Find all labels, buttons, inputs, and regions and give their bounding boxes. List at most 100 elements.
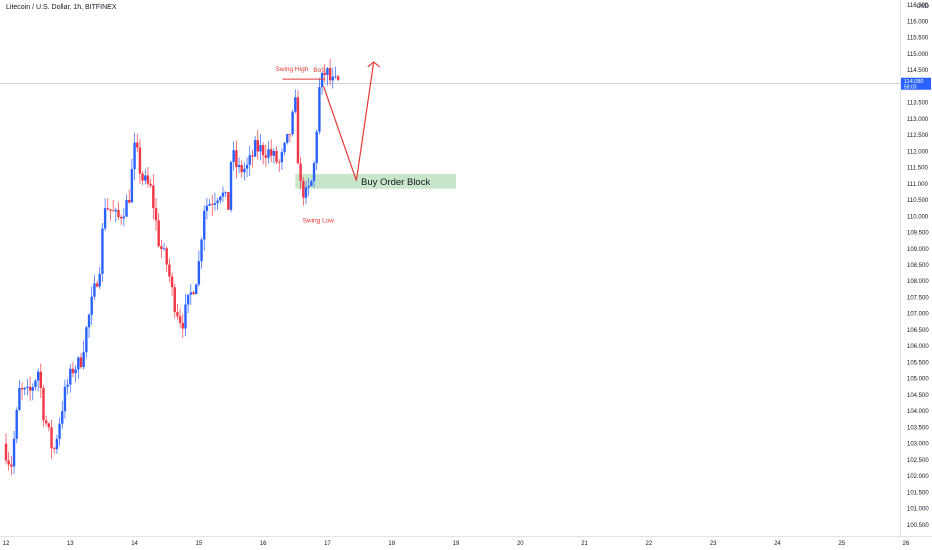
candle-body[interactable] xyxy=(119,217,123,219)
candle-body[interactable] xyxy=(18,387,21,410)
candle-body[interactable] xyxy=(243,168,246,173)
candle-body[interactable] xyxy=(331,76,334,81)
candle-body[interactable] xyxy=(251,155,254,157)
candle-body[interactable] xyxy=(98,273,101,287)
candle-body[interactable] xyxy=(165,248,168,265)
candle-body[interactable] xyxy=(286,134,289,143)
candle-body[interactable] xyxy=(248,155,251,165)
candle-body[interactable] xyxy=(235,150,238,168)
candle-body[interactable] xyxy=(42,388,45,421)
candle-body[interactable] xyxy=(264,155,268,158)
candle-body[interactable] xyxy=(109,209,112,211)
candle-body[interactable] xyxy=(128,200,131,203)
candle-body[interactable] xyxy=(320,72,324,88)
candle-body[interactable] xyxy=(79,357,83,368)
candle-body[interactable] xyxy=(272,151,276,156)
candle-body[interactable] xyxy=(307,185,310,188)
candle-body[interactable] xyxy=(194,284,198,295)
candle-body[interactable] xyxy=(125,200,128,217)
candle-body[interactable] xyxy=(138,147,142,174)
candle-body[interactable] xyxy=(23,387,26,390)
candle-body[interactable] xyxy=(229,162,233,210)
candle-body[interactable] xyxy=(82,352,85,368)
order-block-zone[interactable] xyxy=(295,174,456,189)
candle-body[interactable] xyxy=(133,142,136,170)
candle-body[interactable] xyxy=(173,287,176,313)
candle-body[interactable] xyxy=(203,210,206,240)
candle-body[interactable] xyxy=(69,368,72,385)
candle-body[interactable] xyxy=(237,165,241,168)
candle-body[interactable] xyxy=(232,150,235,163)
candle-body[interactable] xyxy=(310,181,313,186)
candle-body[interactable] xyxy=(334,76,337,78)
candle-body[interactable] xyxy=(299,163,302,181)
candle-body[interactable] xyxy=(15,409,18,439)
candle-body[interactable] xyxy=(103,208,107,229)
candle-body[interactable] xyxy=(90,296,93,315)
candle-body[interactable] xyxy=(259,145,262,152)
candle-body[interactable] xyxy=(315,131,318,164)
candle-body[interactable] xyxy=(111,210,115,212)
candle-body[interactable] xyxy=(28,386,32,391)
candle-body[interactable] xyxy=(208,203,211,206)
candle-body[interactable] xyxy=(26,386,29,388)
candle-body[interactable] xyxy=(275,151,278,162)
candle-body[interactable] xyxy=(47,423,51,428)
candle-body[interactable] xyxy=(269,149,273,156)
candle-body[interactable] xyxy=(36,371,40,381)
candle-body[interactable] xyxy=(189,292,193,295)
candle-body[interactable] xyxy=(162,248,166,250)
candle-body[interactable] xyxy=(283,142,286,153)
candle-body[interactable] xyxy=(312,163,316,182)
candle-body[interactable] xyxy=(296,97,300,164)
candle-body[interactable] xyxy=(304,187,308,198)
candle-body[interactable] xyxy=(318,87,321,132)
candle-body[interactable] xyxy=(4,443,8,461)
candle-body[interactable] xyxy=(77,357,80,370)
candle-body[interactable] xyxy=(136,142,139,148)
candle-body[interactable] xyxy=(291,111,294,135)
candle-body[interactable] xyxy=(122,216,126,219)
candle-body[interactable] xyxy=(267,149,270,158)
candle-body[interactable] xyxy=(39,371,43,389)
candle-body[interactable] xyxy=(55,438,59,450)
candle-body[interactable] xyxy=(101,228,104,274)
candle-body[interactable] xyxy=(149,183,152,186)
candle-body[interactable] xyxy=(7,460,10,465)
candle-body[interactable] xyxy=(211,203,214,205)
candle-body[interactable] xyxy=(20,387,24,390)
candle-body[interactable] xyxy=(152,185,155,209)
candle-body[interactable] xyxy=(280,152,284,163)
candle-body[interactable] xyxy=(176,312,179,317)
candle-body[interactable] xyxy=(186,294,190,305)
candle-body[interactable] xyxy=(168,264,171,277)
candle-body[interactable] xyxy=(74,369,77,374)
candle-body[interactable] xyxy=(63,386,67,412)
candle-body[interactable] xyxy=(34,380,37,388)
candle-body[interactable] xyxy=(130,169,134,203)
candle-body[interactable] xyxy=(106,208,109,210)
candle-body[interactable] xyxy=(261,145,265,156)
candle-body[interactable] xyxy=(240,165,243,173)
candle-body[interactable] xyxy=(294,97,297,112)
candle-body[interactable] xyxy=(256,140,259,152)
candle-body[interactable] xyxy=(50,427,53,449)
candle-body[interactable] xyxy=(328,68,332,81)
candle-body[interactable] xyxy=(117,209,120,218)
candle-body[interactable] xyxy=(44,420,48,424)
candle-body[interactable] xyxy=(253,140,257,157)
candle-body[interactable] xyxy=(31,387,34,391)
candle-body[interactable] xyxy=(200,239,203,262)
candle-body[interactable] xyxy=(219,196,222,201)
candle-body[interactable] xyxy=(184,304,187,329)
candle-body[interactable] xyxy=(181,322,184,329)
candle-body[interactable] xyxy=(154,208,158,221)
candle-body[interactable] xyxy=(224,192,227,193)
candle-body[interactable] xyxy=(336,76,340,80)
candle-body[interactable] xyxy=(144,175,147,181)
candle-body[interactable] xyxy=(221,192,225,197)
candle-body[interactable] xyxy=(213,203,217,205)
candle-body[interactable] xyxy=(170,276,174,288)
candle-body[interactable] xyxy=(146,175,150,184)
candle-body[interactable] xyxy=(114,209,118,212)
